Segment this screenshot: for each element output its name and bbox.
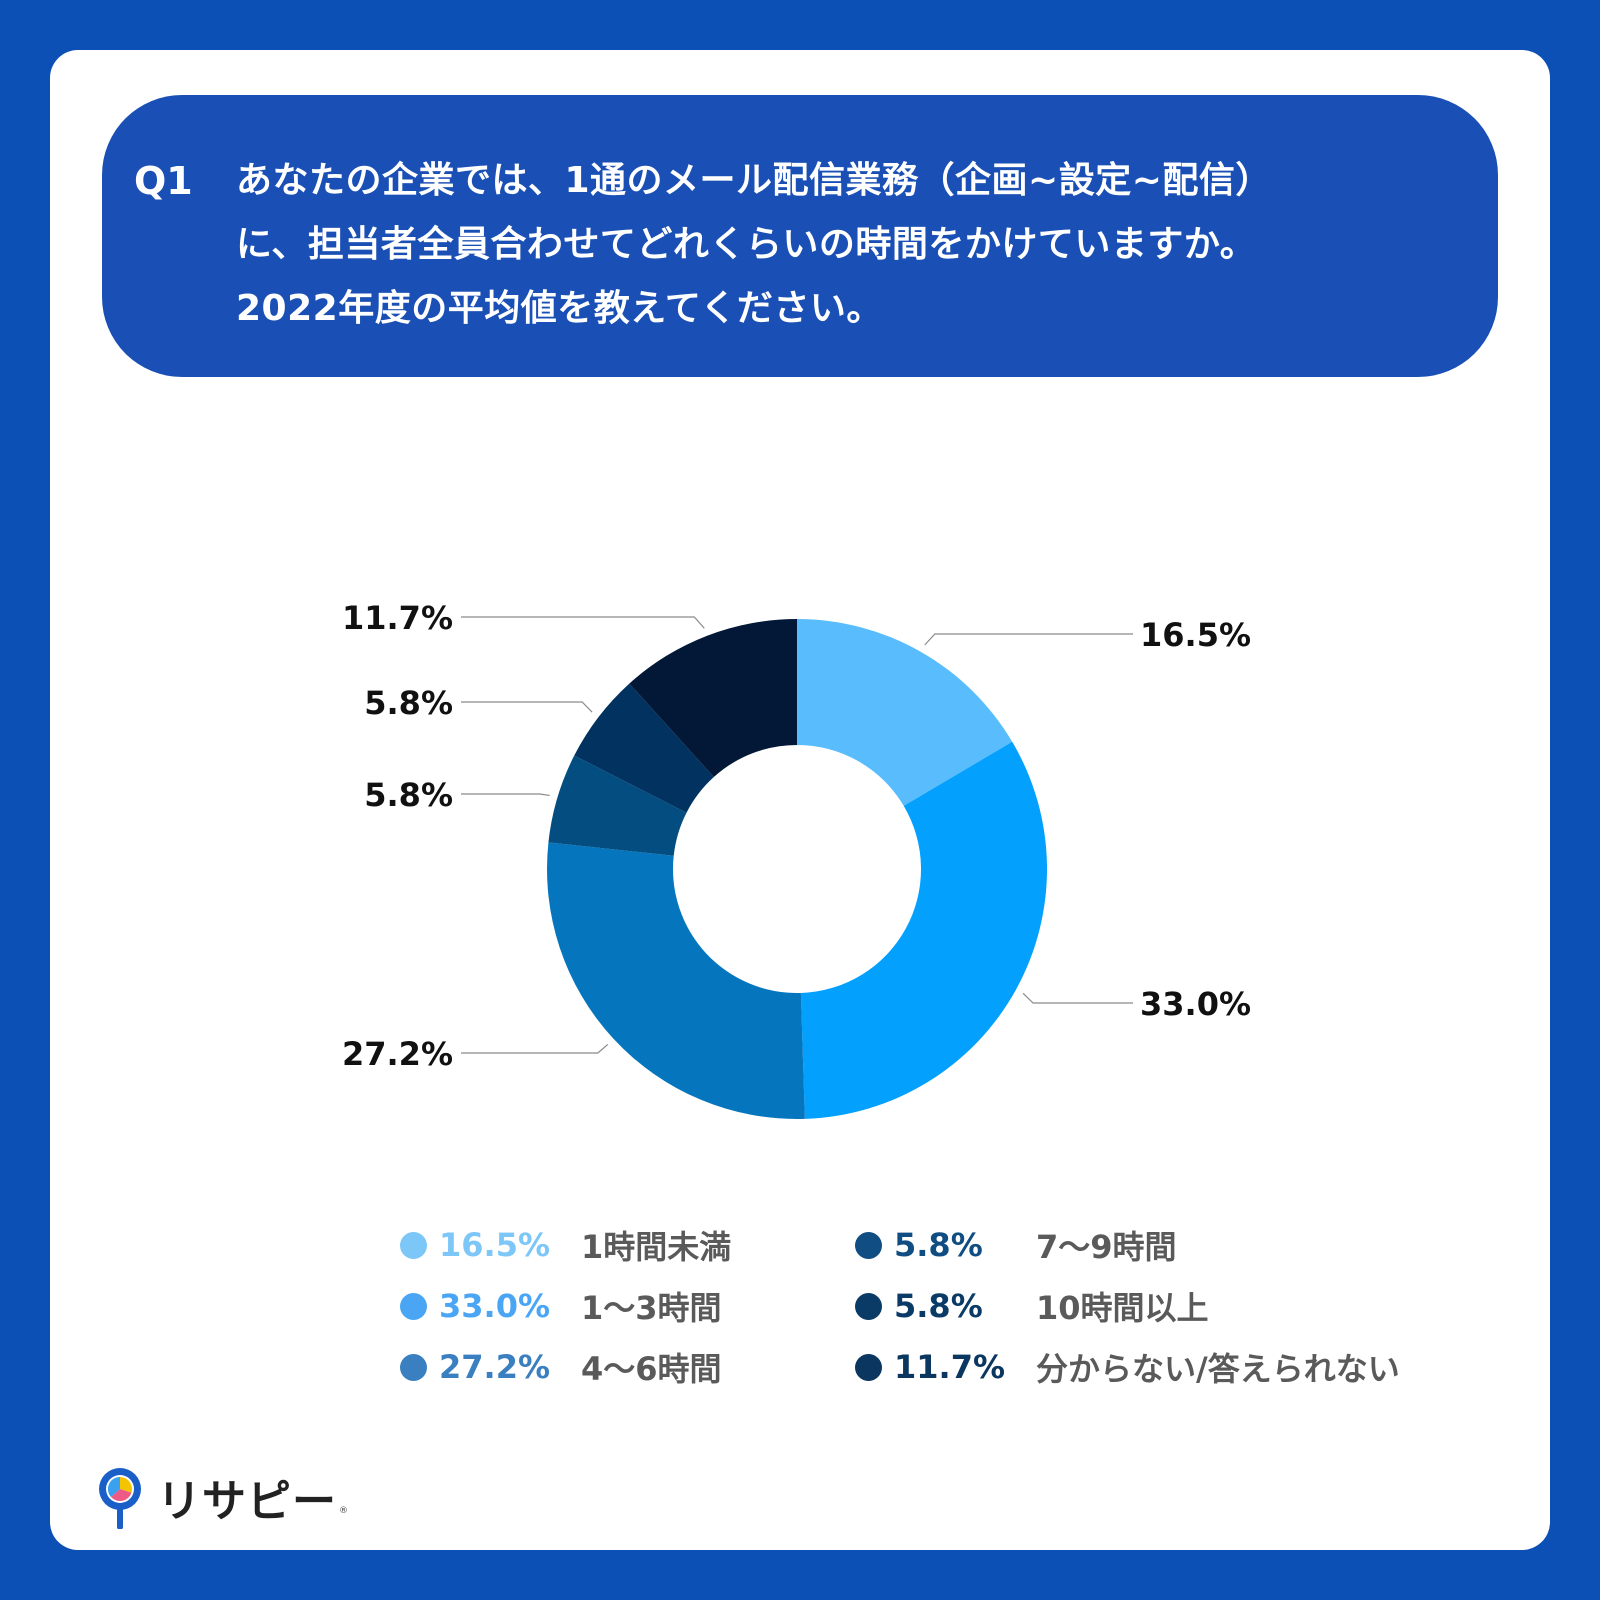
leader-line (461, 1043, 609, 1054)
legend-value: 16.5% (439, 1226, 551, 1264)
slice-value-label: 5.8% (364, 776, 453, 814)
legend-swatch (400, 1231, 427, 1259)
legend-item: 27.2% 4〜6時間 (400, 1347, 722, 1388)
slice-value-label: 5.8% (364, 684, 453, 722)
logo: リサピー ® (95, 1465, 348, 1529)
legend-swatch (855, 1292, 882, 1320)
map-pin-pie-icon (99, 1468, 141, 1529)
legend-value: 27.2% (439, 1348, 551, 1386)
slice-value-label: 27.2% (342, 1035, 453, 1073)
legend-swatch (400, 1353, 427, 1381)
legend-swatch (400, 1292, 427, 1320)
leader-line (461, 616, 705, 629)
legend-label: 分からない/答えられない (1036, 1350, 1400, 1388)
legend-item: 11.7% 分からない/答えられない (855, 1347, 1400, 1388)
leader-line (461, 701, 593, 713)
legend-label: 1時間未満 (581, 1228, 732, 1266)
question-banner: Q1 あなたの企業では、1通のメール配信業務（企画~設定~配信） に、担当者全員… (102, 95, 1498, 377)
leader-line (1022, 992, 1133, 1004)
legend-item: 5.8% 10時間以上 (855, 1286, 1209, 1327)
logo-registered-mark: ® (339, 1506, 348, 1516)
legend-swatch (855, 1353, 882, 1381)
legend-value: 33.0% (439, 1287, 551, 1325)
legend-value: 11.7% (894, 1348, 1006, 1386)
donut-slice (797, 619, 1013, 806)
legend-label: 4〜6時間 (581, 1350, 722, 1388)
question-text: あなたの企業では、1通のメール配信業務（企画~設定~配信） に、担当者全員合わせ… (236, 160, 1272, 329)
legend-label: 10時間以上 (1036, 1289, 1209, 1327)
legend-label: 1〜3時間 (581, 1289, 722, 1327)
logo-text: リサピー (157, 1476, 337, 1527)
legend-label: 7〜9時間 (1036, 1228, 1177, 1266)
donut-slice (574, 683, 714, 813)
slice-value-label: 33.0% (1140, 985, 1251, 1023)
slice-value-label: 16.5% (1140, 616, 1251, 654)
legend-value: 5.8% (894, 1226, 983, 1264)
card: Q1 あなたの企業では、1通のメール配信業務（企画~設定~配信） に、担当者全員… (50, 50, 1550, 1550)
legend-value: 5.8% (894, 1287, 983, 1325)
question-number: Q1 (134, 159, 193, 203)
leader-line (461, 793, 550, 797)
donut-slice (547, 842, 805, 1119)
leader-line (924, 633, 1133, 646)
legend-item: 5.8% 7〜9時間 (855, 1225, 1177, 1266)
slice-value-label: 11.7% (342, 599, 453, 637)
legend-item: 33.0% 1〜3時間 (400, 1286, 722, 1327)
donut-slice (800, 741, 1048, 1119)
legend-swatch (855, 1231, 882, 1259)
legend-item: 16.5% 1時間未満 (400, 1225, 732, 1266)
donut-slice (629, 619, 797, 778)
donut-slice (548, 755, 687, 856)
